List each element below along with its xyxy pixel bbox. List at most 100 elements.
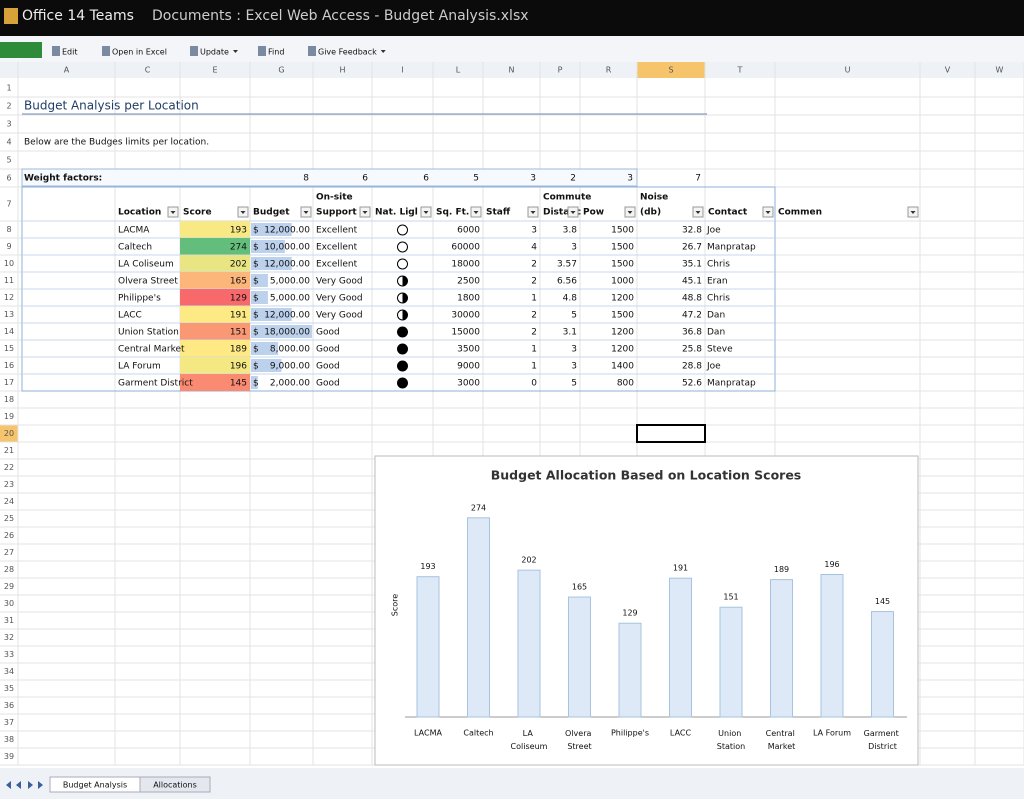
column-letter[interactable]: R: [606, 66, 612, 75]
column-letter[interactable]: A: [64, 66, 70, 75]
row-number[interactable]: 21: [4, 446, 14, 455]
column-letter[interactable]: N: [509, 66, 515, 75]
cell-number: 1: [531, 345, 537, 355]
excel-button[interactable]: [0, 42, 42, 58]
column-letter[interactable]: T: [737, 66, 743, 75]
row-number[interactable]: 5: [6, 156, 11, 165]
row-number[interactable]: 13: [4, 310, 14, 319]
row-number[interactable]: 31: [4, 616, 14, 625]
location: Garment District: [118, 379, 193, 389]
support: Good: [316, 379, 340, 389]
toolbar-button[interactable]: Give Feedback: [318, 48, 377, 57]
column-letter[interactable]: C: [145, 66, 151, 75]
row-number[interactable]: 16: [4, 361, 14, 370]
row-number[interactable]: 32: [4, 633, 14, 642]
cell-number: 2: [531, 328, 537, 338]
cell-number: 52.6: [682, 379, 702, 389]
column-letter[interactable]: L: [456, 66, 461, 75]
row-number[interactable]: 22: [4, 463, 14, 472]
toolbar-button[interactable]: Update: [200, 48, 229, 57]
cell-number: 26.7: [682, 243, 702, 253]
budget: 12,000.00: [264, 226, 310, 236]
row-number[interactable]: 11: [4, 276, 14, 285]
toolbar-button[interactable]: Find: [268, 48, 284, 57]
row-number[interactable]: 25: [4, 514, 14, 523]
column-letter[interactable]: V: [945, 66, 951, 75]
row-number[interactable]: 18: [4, 395, 14, 404]
cell-number: 4: [531, 243, 537, 253]
light-icon-half: [402, 310, 408, 320]
light-icon: [397, 360, 408, 372]
column-letter[interactable]: W: [996, 66, 1004, 75]
row-number[interactable]: 39: [4, 752, 14, 761]
row-number[interactable]: 29: [4, 582, 14, 591]
toolbar-icon: [190, 46, 198, 56]
row-number[interactable]: 8: [6, 225, 11, 234]
cell-number: 48.8: [682, 294, 702, 304]
sheet-title: Budget Analysis per Location: [24, 99, 199, 113]
weight-value: 7: [695, 174, 701, 184]
toolbar-button[interactable]: Open in Excel: [112, 48, 167, 57]
cell-number: 15000: [451, 328, 480, 338]
row-number[interactable]: 28: [4, 565, 14, 574]
column-letter[interactable]: G: [278, 66, 284, 75]
row-number[interactable]: 33: [4, 650, 14, 659]
contact: Dan: [707, 311, 725, 321]
selected-cell[interactable]: [636, 424, 706, 443]
column-header: Nat. Ligl: [375, 208, 418, 218]
sheet-tab-label[interactable]: Budget Analysis: [63, 781, 127, 790]
column-letter[interactable]: H: [339, 66, 345, 75]
app-name[interactable]: Office 14 Teams: [22, 8, 134, 24]
row-number[interactable]: 12: [4, 293, 14, 302]
bar: [719, 606, 743, 718]
row-number[interactable]: 6: [6, 174, 11, 183]
breadcrumb[interactable]: Documents : Excel Web Access - Budget An…: [152, 8, 529, 24]
category-label: LA Coliseum: [511, 729, 548, 751]
row-number[interactable]: 36: [4, 701, 14, 710]
row-number[interactable]: 14: [4, 327, 14, 336]
toolbar-icon: [52, 46, 60, 56]
column-letter[interactable]: P: [558, 66, 563, 75]
filter-arrow: [570, 211, 576, 214]
row-number[interactable]: 38: [4, 735, 14, 744]
column-letter[interactable]: I: [401, 66, 403, 75]
column-header: Noise: [640, 193, 668, 203]
row-number[interactable]: 34: [4, 667, 14, 676]
row-number[interactable]: 4: [6, 138, 11, 147]
row-number[interactable]: 17: [4, 378, 14, 387]
row-number[interactable]: 19: [4, 412, 14, 421]
toolbar-button[interactable]: Edit: [62, 48, 78, 57]
weight-value: 8: [303, 174, 309, 184]
sheet-tab[interactable]: [139, 776, 211, 793]
light-icon-half: [402, 276, 408, 286]
cell-number: 36.8: [682, 328, 702, 338]
row-number[interactable]: 26: [4, 531, 14, 540]
row-number[interactable]: 24: [4, 497, 14, 506]
cell-number: 3.57: [557, 260, 577, 270]
column-letter[interactable]: U: [845, 66, 851, 75]
budget-bar: [251, 240, 285, 253]
row-number[interactable]: 35: [4, 684, 14, 693]
sheet-tab-label[interactable]: Allocations: [153, 781, 197, 790]
row-number[interactable]: 7: [6, 200, 11, 209]
score-color: [180, 289, 250, 306]
row-number[interactable]: 2: [6, 102, 11, 111]
row-number[interactable]: 10: [4, 259, 14, 268]
filter-arrow: [473, 211, 479, 214]
row-number[interactable]: 15: [4, 344, 14, 353]
column-letter[interactable]: S: [668, 66, 673, 75]
chart-title: Budget Allocation Based on Location Scor…: [491, 468, 802, 483]
row-number[interactable]: 1: [6, 84, 11, 93]
filter-arrow: [423, 211, 429, 214]
row-number[interactable]: 9: [6, 242, 11, 251]
filter-arrow: [765, 211, 771, 214]
row-number[interactable]: 23: [4, 480, 14, 489]
row-number[interactable]: 37: [4, 718, 14, 727]
currency: $: [253, 345, 259, 355]
row-number[interactable]: 3: [6, 120, 11, 129]
row-number[interactable]: 30: [4, 599, 14, 608]
row-number[interactable]: 20: [4, 429, 14, 438]
row-number[interactable]: 27: [4, 548, 14, 557]
score-color: [180, 255, 250, 272]
column-letter[interactable]: E: [212, 66, 217, 75]
